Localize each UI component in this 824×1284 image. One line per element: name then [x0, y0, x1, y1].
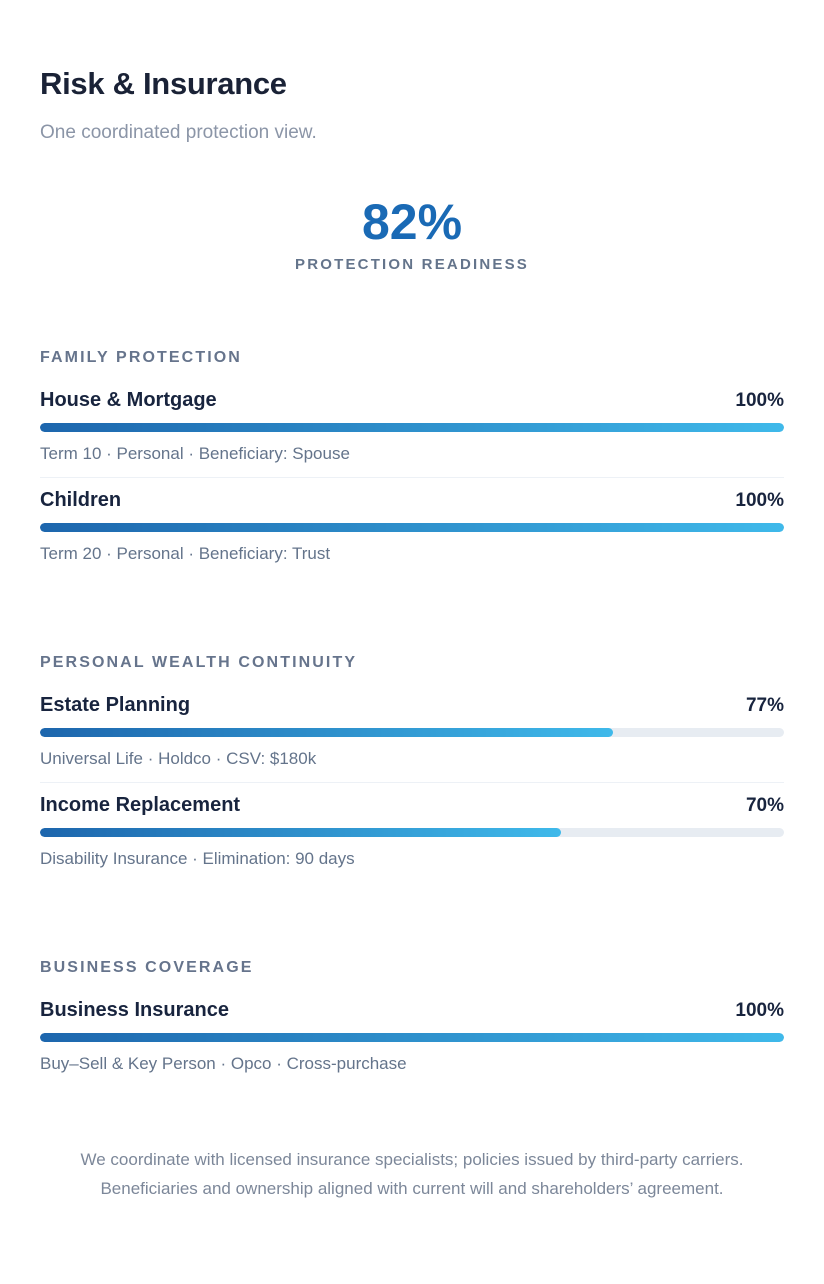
coverage-row-children: Children 100% Term 20 · Personal · Benef…: [40, 478, 784, 564]
coverage-row-estate-planning: Estate Planning 77% Universal Life · Hol…: [40, 694, 784, 784]
row-detail: Universal Life · Holdco · CSV: $180k: [40, 749, 317, 769]
page-subtitle: One coordinated protection view.: [40, 121, 317, 143]
coverage-rows: Business Insurance 100% Buy–Sell & Key P…: [40, 999, 784, 1074]
row-title: Estate Planning: [40, 694, 191, 717]
coverage-row-house-mortgage: House & Mortgage 100% Term 10 · Personal…: [40, 389, 784, 479]
row-detail: Term 10 · Personal · Beneficiary: Spouse: [40, 444, 350, 464]
coverage-rows: House & Mortgage 100% Term 10 · Personal…: [40, 389, 784, 564]
row-percent: 100%: [735, 390, 784, 412]
coverage-row-income-replacement: Income Replacement 70% Disability Insura…: [40, 783, 784, 869]
row-detail: Buy–Sell & Key Person · Opco · Cross-pur…: [40, 1054, 407, 1074]
coverage-rows: Estate Planning 77% Universal Life · Hol…: [40, 694, 784, 869]
footer-line-2: Beneficiaries and ownership aligned with…: [100, 1179, 724, 1199]
footer-line-1: We coordinate with licensed insurance sp…: [80, 1150, 744, 1170]
readiness-score: 82%: [361, 193, 463, 250]
page-title: Risk & Insurance: [40, 65, 287, 101]
row-percent: 100%: [735, 490, 784, 512]
progress-bar: [40, 1033, 784, 1043]
section-personal-wealth-continuity: PERSONAL WEALTH CONTINUITY Estate Planni…: [40, 654, 784, 869]
row-title: House & Mortgage: [40, 389, 217, 412]
progress-fill: [40, 523, 784, 533]
section-heading: FAMILY PROTECTION: [40, 349, 242, 367]
row-title: Children: [40, 489, 122, 512]
row-title: Income Replacement: [40, 794, 241, 817]
coverage-row-business-insurance: Business Insurance 100% Buy–Sell & Key P…: [40, 999, 784, 1074]
progress-bar: [40, 728, 784, 738]
section-heading: BUSINESS COVERAGE: [40, 959, 254, 977]
row-detail: Disability Insurance · Elimination: 90 d…: [40, 849, 355, 869]
row-detail: Term 20 · Personal · Beneficiary: Trust: [40, 544, 331, 564]
progress-fill: [40, 828, 561, 838]
row-title: Business Insurance: [40, 999, 229, 1022]
progress-fill: [40, 423, 784, 433]
progress-bar: [40, 523, 784, 533]
row-percent: 77%: [745, 695, 784, 717]
readiness-label: PROTECTION READINESS: [294, 256, 530, 274]
row-percent: 70%: [745, 795, 784, 817]
row-percent: 100%: [735, 1000, 784, 1022]
section-heading: PERSONAL WEALTH CONTINUITY: [40, 654, 358, 672]
section-business-coverage: BUSINESS COVERAGE Business Insurance 100…: [40, 959, 784, 1074]
progress-bar: [40, 423, 784, 433]
progress-fill: [40, 728, 613, 738]
progress-bar: [40, 828, 784, 838]
protection-readiness-hero: 82% PROTECTION READINESS: [40, 196, 784, 274]
footer-disclaimer: We coordinate with licensed insurance sp…: [40, 1146, 784, 1204]
section-family-protection: FAMILY PROTECTION House & Mortgage 100% …: [40, 349, 784, 564]
progress-fill: [40, 1033, 784, 1043]
